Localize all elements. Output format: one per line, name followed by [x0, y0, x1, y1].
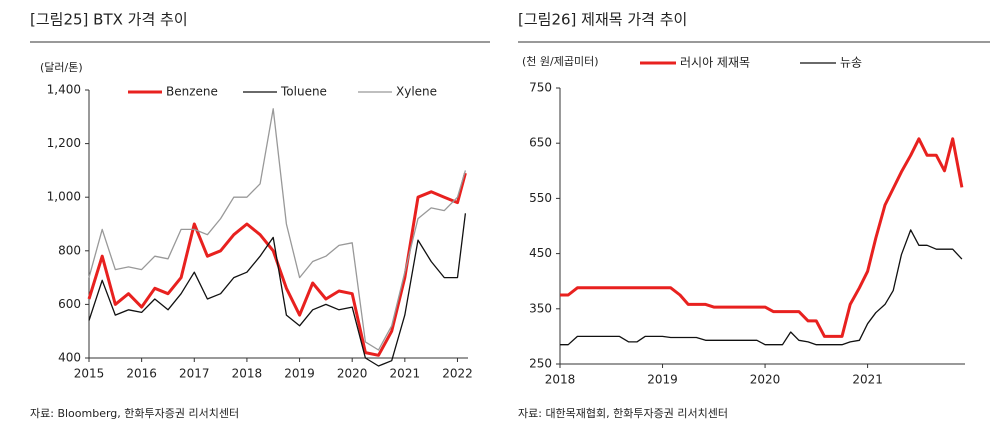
y-tick-label: 1,200 — [47, 136, 81, 150]
x-tick-label: 2020 — [337, 367, 368, 381]
legend-label: Toluene — [280, 85, 327, 99]
x-tick-label: 2022 — [442, 367, 473, 381]
y-tick-label: 350 — [529, 301, 552, 315]
y-tick-label: 550 — [529, 191, 552, 205]
legend-label: Benzene — [166, 85, 218, 99]
y-tick-label: 800 — [58, 243, 81, 257]
series-line — [560, 137, 964, 338]
x-tick-label: 2021 — [852, 373, 883, 387]
source: 자료: 대한목재협회, 한화투자증권 리서치센터 — [518, 407, 728, 420]
y-axis-unit: (달러/톤) — [40, 61, 83, 74]
x-tick-label: 2015 — [74, 367, 105, 381]
source: 자료: Bloomberg, 한화투자증권 리서치센터 — [30, 407, 239, 420]
y-tick-label: 750 — [529, 81, 552, 95]
x-tick-label: 2018 — [232, 367, 263, 381]
y-tick-label: 1,000 — [47, 190, 81, 204]
y-tick-label: 400 — [58, 351, 81, 365]
x-tick-label: 2018 — [545, 373, 576, 387]
series-line — [88, 213, 467, 367]
x-tick-label: 2019 — [284, 367, 315, 381]
y-tick-label: 1,400 — [47, 83, 81, 97]
x-tick-label: 2017 — [179, 367, 210, 381]
legend-label: Xylene — [396, 85, 437, 99]
chart-title: [그림26] 제재목 가격 추이 — [518, 11, 687, 29]
y-tick-label: 650 — [529, 136, 552, 150]
x-tick-label: 2021 — [390, 367, 421, 381]
x-tick-label: 2019 — [647, 373, 678, 387]
y-tick-label: 250 — [529, 357, 552, 371]
legend-label: 뉴송 — [840, 56, 862, 70]
chart-title: [그림25] BTX 가격 추이 — [30, 11, 188, 29]
x-tick-label: 2016 — [126, 367, 157, 381]
y-tick-label: 600 — [58, 297, 81, 311]
y-axis-unit: (천 원/제곱미터) — [522, 54, 599, 68]
series-line — [88, 108, 467, 351]
legend-label: 러시아 제재목 — [680, 56, 750, 70]
x-tick-label: 2020 — [750, 373, 781, 387]
series-line — [560, 229, 963, 346]
y-tick-label: 450 — [529, 246, 552, 260]
